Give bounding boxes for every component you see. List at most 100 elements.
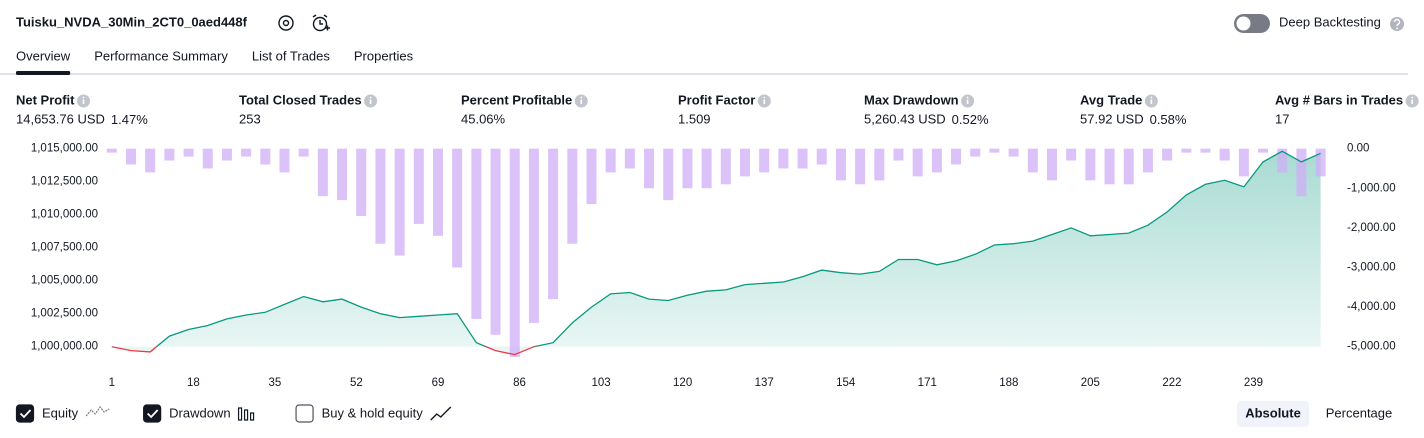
info-icon-stem — [1150, 99, 1153, 104]
drawdown-bar — [586, 148, 597, 205]
checkbox[interactable] — [15, 404, 35, 423]
drawdown-bar — [145, 148, 156, 173]
y-tick-label: 1,002,500.00 — [31, 308, 98, 320]
toggle-knob — [1236, 16, 1251, 31]
x-tick-label: 1 — [109, 377, 115, 389]
y2-tick-label: -3,000.00 — [1347, 261, 1396, 273]
info-icon-stem — [763, 99, 766, 104]
alert-icon[interactable] — [312, 14, 330, 32]
deep-backtesting-label: Deep Backtesting — [1279, 14, 1381, 29]
drawdown-bar — [644, 148, 655, 189]
drawdown-bar — [548, 148, 559, 300]
drawdown-bar — [1200, 148, 1211, 153]
x-tick-label: 35 — [268, 377, 281, 389]
legend-label[interactable]: Drawdown — [169, 405, 230, 420]
view-button[interactable]: Percentage — [1326, 405, 1393, 420]
info-icon-stem — [580, 99, 583, 104]
drawdown-bar — [202, 148, 213, 169]
drawdown-bar — [1104, 148, 1115, 185]
x-tick-label: 188 — [999, 377, 1018, 389]
metric-value: 5,260.43 USD — [864, 111, 946, 126]
equity-area — [111, 151, 1321, 355]
drawdown-bar — [125, 148, 136, 165]
drawdown-bar — [1123, 148, 1134, 185]
drawdown-bar — [106, 148, 117, 153]
drawdown-bar — [759, 148, 770, 173]
drawdown-bar — [739, 148, 750, 177]
drawdown-bar — [528, 148, 539, 323]
legend-label[interactable]: Equity — [42, 405, 79, 420]
drawdown-bar — [356, 148, 367, 216]
tab[interactable]: Overview — [16, 48, 71, 63]
settings-icon[interactable] — [278, 15, 294, 31]
x-tick-label: 222 — [1162, 377, 1181, 389]
drawdown-bar — [183, 148, 194, 157]
x-tick-label: 171 — [918, 377, 937, 389]
metric-percent: 0.58% — [1150, 112, 1187, 127]
drawdown-bar — [1315, 148, 1326, 177]
tab[interactable]: List of Trades — [252, 48, 331, 63]
y2-tick-label: -1,000.00 — [1347, 182, 1396, 194]
metric-value: 14,653.76 USD — [16, 111, 105, 126]
metric-label: Net Profit — [16, 92, 75, 107]
metric-value: 253 — [239, 111, 261, 126]
y2-tick-label: -4,000.00 — [1347, 301, 1396, 313]
checkbox[interactable] — [143, 404, 162, 423]
drawdown-bar — [1258, 148, 1269, 153]
drawdown-bar — [970, 148, 981, 157]
drawdown-bar — [1296, 148, 1307, 197]
info-icon-dot — [369, 96, 372, 99]
y2-tick-label: -2,000.00 — [1347, 222, 1396, 234]
drawdown-bar — [663, 148, 674, 201]
equity-icon — [85, 406, 110, 417]
drawdown-bar — [298, 148, 309, 157]
info-icon-dot — [82, 96, 85, 99]
drawdown-bar — [1162, 148, 1173, 161]
view-button[interactable]: Absolute — [1245, 405, 1301, 420]
drawdown-bar — [835, 148, 846, 181]
drawdown-bar — [509, 148, 520, 357]
metric-value: 45.06% — [461, 111, 506, 126]
drawdown-bar — [989, 148, 1000, 153]
checkbox[interactable] — [295, 404, 314, 423]
drawdown-bar — [279, 148, 290, 173]
drawdown-bar — [490, 148, 501, 335]
equity-line — [111, 150, 1321, 356]
metric-label: Percent Profitable — [461, 92, 572, 107]
metric-label: Avg Trade — [1080, 92, 1142, 107]
drawdown-bar — [1027, 148, 1038, 173]
drawdown-icon — [237, 407, 255, 421]
drawdown-bar — [1142, 148, 1153, 173]
info-icon-stem — [966, 99, 969, 104]
y-tick-label: 1,010,000.00 — [31, 209, 98, 221]
info-icon-dot — [580, 96, 583, 99]
drawdown-bar — [413, 148, 424, 224]
drawdown-bar — [1238, 148, 1249, 177]
x-tick-label: 18 — [187, 377, 200, 389]
drawdown-bar — [701, 148, 712, 189]
x-tick-label: 69 — [432, 377, 445, 389]
drawdown-bar — [164, 148, 175, 161]
metric-value: 1.509 — [678, 111, 711, 126]
tab[interactable]: Properties — [354, 48, 414, 63]
legend-label[interactable]: Buy & hold equity — [322, 405, 424, 420]
strategy-title: Tuisku_NVDA_30Min_2CT0_0aed448f — [16, 14, 248, 29]
drawdown-bar — [720, 148, 731, 185]
x-tick-label: 154 — [836, 377, 856, 389]
view-button-bg[interactable] — [1237, 401, 1309, 427]
drawdown-bar — [816, 148, 827, 165]
metric-percent: 1.47% — [111, 112, 148, 127]
buy-hold-icon — [430, 406, 452, 421]
y-tick-label: 1,012,500.00 — [31, 176, 98, 188]
help-icon[interactable] — [1390, 17, 1404, 31]
x-tick-label: 52 — [350, 377, 363, 389]
drawdown-bar — [912, 148, 923, 177]
drawdown-bar — [682, 148, 693, 189]
active-tab-underline — [16, 71, 71, 75]
tab[interactable]: Performance Summary — [94, 48, 228, 63]
drawdown-bar — [375, 148, 386, 244]
drawdown-bar — [931, 148, 942, 173]
y-tick-label: 1,005,000.00 — [31, 275, 98, 287]
drawdown-bar — [1008, 148, 1019, 157]
